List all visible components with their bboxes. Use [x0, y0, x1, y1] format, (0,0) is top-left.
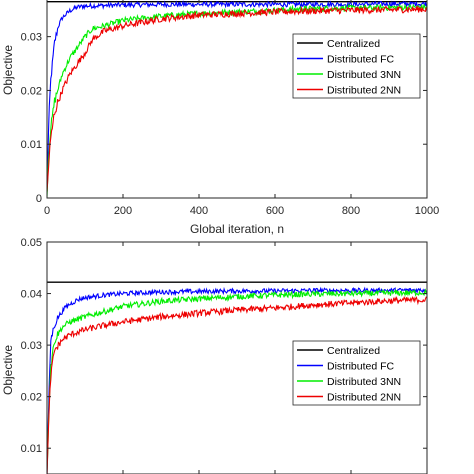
y-tick-label: 0.01 — [21, 443, 42, 455]
x-tick-label: 200 — [114, 205, 132, 217]
y-tick-label: 0.03 — [21, 340, 42, 352]
top-chart: 0 0.01 0.02 0.03 0 200 400 600 800 1000 Global ite… — [1, 0, 439, 236]
y-tick-label: 0.02 — [21, 392, 42, 404]
y-axis-label: Objective — [1, 45, 15, 95]
y-tick-label: 0.01 — [21, 139, 42, 151]
legend-entry-distributed-2nn: Distributed 2NN — [327, 392, 401, 404]
x-tick-label: 600 — [266, 205, 284, 217]
x-tick-label: 0 — [44, 205, 50, 217]
legend-box — [292, 33, 421, 99]
series-line-distributed-2nn — [47, 5, 427, 193]
y-tick-label: 0.03 — [21, 32, 42, 44]
x-axis-label: Global iteration, n — [190, 222, 284, 236]
legend-box — [292, 340, 421, 406]
plot-area — [47, 0, 427, 198]
legend: Centralized Distributed FC Distributed 3NN… — [292, 33, 421, 99]
legend-entry-centralized: Centralized — [327, 38, 380, 50]
series-line-distributed-2nn — [47, 295, 427, 474]
y-axis-label: Objective — [1, 345, 15, 395]
series-line-distributed-fc — [47, 286, 427, 474]
x-tick-label: 1000 — [415, 205, 439, 217]
legend: Centralized Distributed FC Distributed 3NN… — [292, 340, 421, 406]
y-tick-label: 0.04 — [21, 289, 42, 301]
series-line-distributed-3nn — [47, 3, 427, 198]
legend-entry-distributed-fc: Distributed FC — [327, 361, 395, 373]
legend-entry-distributed-2nn: Distributed 2NN — [327, 85, 401, 97]
series-line-distributed-3nn — [47, 288, 427, 471]
axes-box — [46, 0, 428, 199]
bottom-chart: 0.01 0.02 0.03 0.04 0.05 Objective Centralized… — [1, 237, 428, 474]
axes-box — [46, 241, 428, 474]
y-tick-label: 0.02 — [21, 85, 42, 97]
legend-entry-distributed-3nn: Distributed 3NN — [327, 69, 401, 81]
legend-entry-distributed-3nn: Distributed 3NN — [327, 376, 401, 388]
series-line-distributed-fc — [47, 0, 427, 192]
x-tick-label: 800 — [342, 205, 360, 217]
y-tick-label: 0 — [36, 193, 42, 205]
legend-entry-distributed-fc: Distributed FC — [327, 54, 395, 66]
legend-entry-centralized: Centralized — [327, 345, 380, 357]
y-tick-label: 0.05 — [21, 237, 42, 249]
x-tick-label: 400 — [190, 205, 208, 217]
